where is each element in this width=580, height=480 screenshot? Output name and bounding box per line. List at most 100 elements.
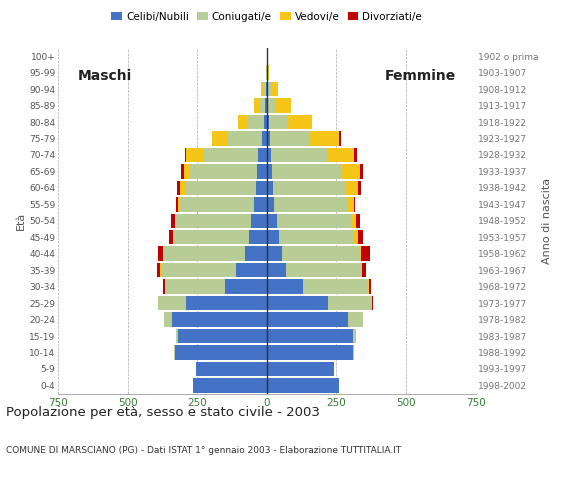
Bar — [263, 82, 266, 96]
Bar — [273, 164, 342, 179]
Bar — [267, 296, 328, 311]
Bar — [176, 197, 177, 212]
Bar — [180, 197, 254, 212]
Bar — [212, 131, 227, 146]
Bar — [184, 180, 256, 195]
Bar — [256, 180, 267, 195]
Bar — [347, 197, 354, 212]
Bar — [267, 82, 271, 96]
Bar — [175, 345, 267, 360]
Bar — [254, 98, 259, 113]
Bar — [267, 329, 353, 343]
Bar — [328, 148, 354, 162]
Bar — [157, 263, 161, 277]
Bar — [180, 180, 184, 195]
Bar — [190, 164, 257, 179]
Bar — [259, 98, 266, 113]
Bar — [354, 230, 358, 244]
Bar — [266, 82, 267, 96]
Bar — [164, 312, 172, 327]
Bar — [267, 197, 274, 212]
Bar — [182, 164, 184, 179]
Bar — [169, 230, 173, 244]
Bar — [176, 329, 177, 343]
Bar — [353, 329, 356, 343]
Legend: Celibi/Nubili, Coniugati/e, Vedovi/e, Divorziati/e: Celibi/Nubili, Coniugati/e, Vedovi/e, Di… — [107, 8, 426, 26]
Bar — [268, 98, 276, 113]
Bar — [280, 230, 354, 244]
Bar — [257, 164, 267, 179]
Bar — [271, 82, 278, 96]
Bar — [328, 296, 371, 311]
Bar — [354, 148, 357, 162]
Bar — [353, 345, 354, 360]
Bar — [163, 279, 165, 294]
Bar — [245, 246, 267, 261]
Bar — [177, 180, 180, 195]
Bar — [267, 214, 277, 228]
Text: Popolazione per età, sesso e stato civile - 2003: Popolazione per età, sesso e stato civil… — [6, 406, 320, 419]
Bar — [227, 131, 262, 146]
Bar — [259, 148, 267, 162]
Bar — [354, 197, 355, 212]
Bar — [267, 180, 273, 195]
Bar — [287, 115, 312, 129]
Bar — [271, 148, 328, 162]
Bar — [158, 296, 186, 311]
Bar — [303, 279, 368, 294]
Bar — [186, 296, 267, 311]
Bar — [339, 131, 340, 146]
Text: COMUNE DI MARSCIANO (PG) - Dati ISTAT 1° gennaio 2003 - Elaborazione TUTTITALIA.: COMUNE DI MARSCIANO (PG) - Dati ISTAT 1°… — [6, 446, 401, 456]
Bar — [165, 279, 225, 294]
Bar — [249, 230, 267, 244]
Bar — [171, 214, 175, 228]
Bar — [252, 214, 267, 228]
Bar — [267, 98, 268, 113]
Bar — [176, 214, 252, 228]
Bar — [351, 214, 356, 228]
Y-axis label: Età: Età — [16, 212, 26, 230]
Bar — [269, 115, 287, 129]
Y-axis label: Anno di nascita: Anno di nascita — [542, 178, 552, 264]
Bar — [356, 214, 360, 228]
Bar — [261, 82, 263, 96]
Text: Maschi: Maschi — [78, 69, 132, 83]
Bar — [362, 263, 367, 277]
Bar — [175, 214, 176, 228]
Bar — [267, 131, 270, 146]
Bar — [358, 230, 364, 244]
Bar — [267, 312, 347, 327]
Bar — [267, 65, 269, 80]
Bar — [267, 378, 339, 393]
Bar — [225, 279, 267, 294]
Bar — [270, 131, 309, 146]
Bar — [158, 246, 163, 261]
Bar — [247, 115, 264, 129]
Bar — [161, 263, 236, 277]
Bar — [347, 312, 363, 327]
Bar — [264, 115, 267, 129]
Bar — [282, 246, 360, 261]
Bar — [177, 197, 180, 212]
Bar — [360, 164, 363, 179]
Bar — [277, 214, 351, 228]
Bar — [172, 312, 267, 327]
Bar — [267, 230, 280, 244]
Bar — [186, 148, 203, 162]
Bar — [276, 98, 291, 113]
Bar — [267, 361, 334, 376]
Bar — [164, 246, 245, 261]
Bar — [287, 263, 361, 277]
Bar — [274, 197, 347, 212]
Bar — [238, 115, 247, 129]
Bar — [345, 180, 358, 195]
Bar — [184, 148, 186, 162]
Bar — [236, 263, 267, 277]
Bar — [177, 329, 267, 343]
Bar — [309, 131, 339, 146]
Bar — [266, 98, 267, 113]
Bar — [360, 246, 361, 261]
Bar — [193, 378, 267, 393]
Bar — [361, 246, 370, 261]
Bar — [342, 164, 360, 179]
